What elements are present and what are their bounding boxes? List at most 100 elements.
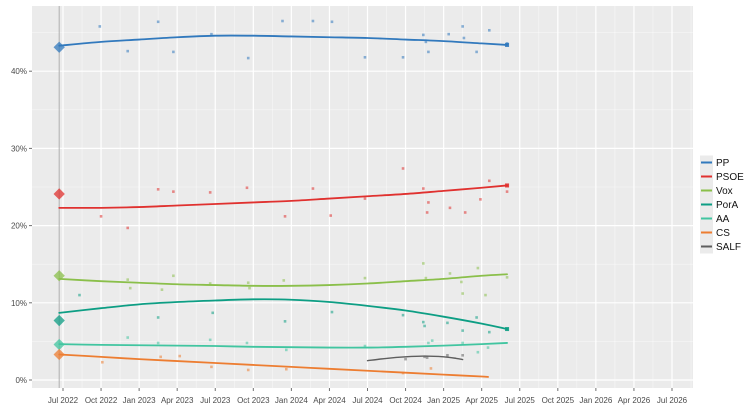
- scatter-point-Vox: [126, 278, 130, 281]
- scatter-point-SALF: [461, 353, 464, 357]
- y-axis-label: 40%: [11, 67, 27, 76]
- scatter-point-Vox: [422, 262, 425, 265]
- scatter-point-Vox: [505, 276, 509, 279]
- x-axis-label: Oct 2023: [237, 396, 270, 405]
- scatter-point-Vox: [424, 276, 428, 280]
- scatter-point-Vox: [460, 280, 463, 284]
- scatter-point-SALF: [425, 356, 429, 359]
- scatter-point-PP: [447, 32, 450, 36]
- scatter-point-PP: [311, 19, 315, 23]
- trend-line-PP: [58, 34, 508, 47]
- scatter-point-PP: [401, 56, 405, 59]
- scatter-point-PSOE: [479, 198, 482, 201]
- scatter-point-Vox: [363, 276, 367, 280]
- x-axis-label: Apr 2025: [465, 396, 498, 405]
- scatter-point-PP: [330, 20, 334, 24]
- trend-endpoint-PorA: [505, 327, 510, 332]
- y-axis-label: 0%: [15, 376, 27, 385]
- scatter-point-PSOE: [463, 211, 467, 214]
- scatter-point-PSOE: [329, 214, 333, 217]
- x-axis-label: Jan 2025: [427, 396, 460, 405]
- scatter-point-CS: [246, 368, 250, 372]
- legend-label-PSOE: PSOE: [716, 172, 744, 183]
- scatter-point-PP: [488, 28, 491, 32]
- scatter-point-PSOE: [448, 206, 452, 210]
- scatter-point-CS: [159, 355, 162, 359]
- scatter-point-AA: [476, 350, 480, 354]
- scatter-point-PSOE: [422, 187, 425, 190]
- trend-line-Vox: [58, 273, 508, 287]
- scatter-point-AA: [430, 339, 434, 342]
- scatter-point-PP: [98, 25, 102, 28]
- x-axis-label: Jan 2024: [275, 396, 308, 405]
- x-axis-label: Apr 2026: [618, 396, 651, 405]
- scatter-point-PP: [427, 50, 430, 54]
- scatter-point-SALF: [446, 353, 449, 357]
- x-axis-label: Apr 2024: [313, 396, 346, 405]
- x-axis-label: Jul 2026: [657, 396, 688, 405]
- scatter-point-Vox: [246, 281, 250, 285]
- scatter-point-PSOE: [126, 226, 130, 230]
- scatter-point-Vox: [448, 272, 452, 275]
- legend-label-CS: CS: [716, 228, 730, 239]
- trend-line-PorA: [58, 298, 508, 330]
- scatter-point-Vox: [128, 286, 132, 290]
- x-axis-label: Oct 2025: [542, 396, 575, 405]
- scatter-point-PSOE: [488, 179, 491, 183]
- scatter-point-PP: [246, 56, 250, 60]
- scatter-point-Vox: [208, 282, 212, 285]
- scatter-point-AA: [208, 338, 212, 342]
- scatter-point-PorA: [211, 311, 215, 315]
- y-axis-label: 30%: [11, 144, 27, 153]
- scatter-point-CS: [178, 354, 182, 358]
- y-axis-label: 20%: [11, 222, 27, 231]
- scatter-point-PP: [461, 25, 464, 28]
- scatter-point-Vox: [476, 266, 480, 270]
- scatter-point-Vox: [461, 292, 464, 295]
- scatter-point-PP: [172, 50, 175, 54]
- scatter-point-SALF: [423, 355, 426, 359]
- scatter-point-AA: [245, 341, 249, 345]
- x-axis-label: Apr 2023: [161, 396, 194, 405]
- scatter-point-AA: [461, 341, 464, 345]
- scatter-point-Vox: [248, 286, 251, 290]
- scatter-point-PorA: [488, 330, 491, 334]
- x-axis-label: Jul 2022: [48, 396, 79, 405]
- scatter-point-CS: [429, 367, 433, 370]
- scatter-point-PP: [422, 33, 425, 37]
- scatter-point-AA: [156, 341, 160, 345]
- trend-endpoint-PP: [505, 42, 510, 47]
- legend-label-Vox: Vox: [716, 186, 733, 197]
- scatter-point-AA: [363, 344, 367, 348]
- scatter-point-PP: [424, 40, 428, 44]
- scatter-point-PP: [156, 20, 160, 24]
- scatter-point-PP: [281, 19, 284, 23]
- scatter-point-PP: [363, 56, 367, 59]
- scatter-point-SALF: [404, 357, 407, 361]
- scatter-point-PSOE: [363, 197, 367, 200]
- x-axis-label: Jul 2023: [200, 396, 231, 405]
- scatter-point-PSOE: [172, 190, 175, 193]
- legend: PP PSOE Vox PorA AA CS SALF: [700, 155, 744, 254]
- scatter-point-PorA: [461, 329, 464, 332]
- trend-line-CS: [58, 353, 489, 378]
- scatter-point-Vox: [282, 279, 286, 282]
- trend-endpoint-PSOE: [505, 183, 510, 188]
- x-axis-label: Jul 2024: [352, 396, 383, 405]
- scatter-point-PP: [462, 36, 466, 40]
- scatter-point-PSOE: [156, 188, 160, 191]
- scatter-point-PSOE: [425, 211, 429, 214]
- scatter-point-PSOE: [311, 187, 315, 190]
- scatter-point-AA: [486, 346, 490, 349]
- scatter-point-PSOE: [99, 215, 103, 218]
- scatter-point-AA: [285, 348, 288, 352]
- scatter-point-PorA: [156, 316, 160, 319]
- scatter-point-CS: [101, 360, 104, 364]
- y-axis-label: 10%: [11, 299, 27, 308]
- scatter-point-PorA: [330, 310, 334, 314]
- scatter-point-PSOE: [427, 201, 430, 204]
- scatter-point-PSOE: [505, 190, 509, 193]
- x-axis-label: Oct 2022: [85, 396, 118, 405]
